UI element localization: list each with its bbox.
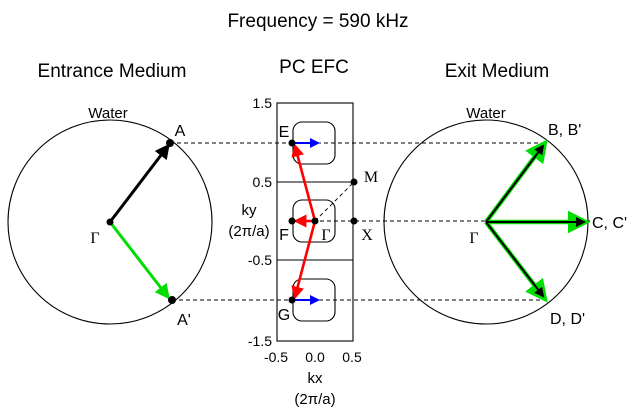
exit-heading: Exit Medium (445, 61, 550, 82)
efc-vector-to-e (291, 143, 317, 222)
kx-label: kx (308, 370, 324, 387)
y-tick-label: -1.5 (248, 333, 272, 349)
point-f-label: F (279, 227, 289, 244)
incident-vector (108, 143, 170, 223)
point-e-label: E (279, 124, 290, 141)
y-tick-label: 0.5 (253, 174, 273, 190)
x-tick-label: 0.0 (305, 349, 325, 365)
point-x-label: X (361, 227, 373, 244)
point-a-prime-label: A' (177, 312, 191, 329)
entrance-gamma-label: Γ (90, 230, 99, 247)
point-gamma-dot (311, 217, 319, 225)
point-b-label: B, B' (548, 122, 581, 139)
entrance-circle (7, 119, 213, 325)
point-m-dot (350, 178, 358, 186)
efc-panel: E F G Γ M X 1.5 0.5 -0.5 -1.5 -0.5 0.0 0… (228, 95, 378, 408)
point-x-dot (350, 217, 358, 225)
point-m-label: M (364, 169, 378, 186)
point-f-dot (288, 217, 296, 225)
point-g-dot (288, 296, 296, 304)
figure-title: Frequency = 590 kHz (227, 11, 408, 32)
efc-vector-to-g (291, 220, 317, 300)
exit-black-vector-b (485, 144, 545, 223)
point-gamma-label: Γ (321, 227, 330, 244)
efc-heading: PC EFC (279, 57, 349, 78)
entrance-heading: Entrance Medium (38, 61, 187, 82)
point-d-label: D, D' (550, 311, 585, 328)
ky-unit-label: (2π/a) (228, 223, 269, 240)
reflected-vector (108, 221, 170, 300)
exit-panel: Water Γ B, B' C, C' D, D' (383, 105, 627, 328)
point-e-dot (288, 139, 296, 147)
y-tick-label: 1.5 (253, 95, 273, 111)
exit-gamma-label: Γ (469, 230, 478, 247)
entrance-medium-label: Water (88, 105, 127, 122)
point-c-label: C, C' (592, 215, 627, 232)
ky-label: ky (242, 202, 258, 219)
x-tick-label: 0.5 (342, 349, 362, 365)
gamma-m-diagonal (314, 181, 355, 222)
x-tick-label: -0.5 (264, 349, 288, 365)
y-tick-label: -0.5 (248, 252, 272, 268)
point-g-label: G (278, 307, 290, 324)
exit-medium-label: Water (466, 105, 505, 122)
kx-unit-label: (2π/a) (294, 391, 335, 408)
point-a-prime-dot (168, 296, 176, 304)
origin-dot (106, 218, 114, 226)
entrance-panel: Water Γ A A' (7, 105, 213, 329)
point-a-label: A (175, 123, 186, 140)
exit-black-vector-d (485, 221, 545, 298)
point-a-dot (166, 139, 174, 147)
